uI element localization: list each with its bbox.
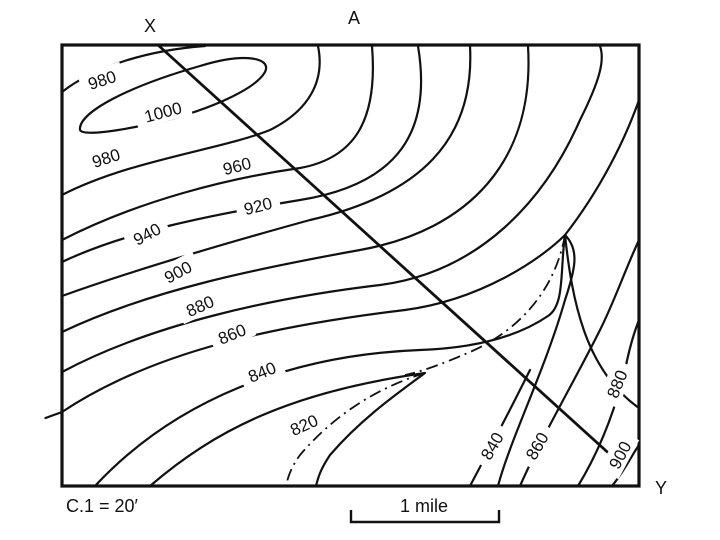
contour-900 <box>60 44 530 334</box>
point-y-label: Y <box>655 478 667 498</box>
point-x-label: X <box>144 16 156 36</box>
contour-980 <box>60 44 321 197</box>
contour-820 <box>148 371 427 488</box>
valley-line-south <box>285 372 426 487</box>
contour-labels: 980 1000 980 960 940 920 900 880 <box>77 61 640 480</box>
contour-860 <box>44 233 641 420</box>
contour-900b <box>610 443 641 488</box>
map-frame <box>60 43 641 488</box>
contour-920 <box>60 44 472 298</box>
valley-line-east <box>404 234 566 376</box>
contour-860-upper <box>563 98 641 237</box>
contour-interval-note: C.1 = 20′ <box>66 496 139 516</box>
scale-bar: 1 mile <box>349 496 501 524</box>
contour-880 <box>60 44 603 374</box>
contour-840 <box>93 233 567 488</box>
contour-960 <box>60 44 374 242</box>
scale-bar-label: 1 mile <box>400 496 448 516</box>
cross-section-line <box>157 43 626 470</box>
point-a-label: A <box>348 8 360 28</box>
contour-label-1000: 1000 <box>142 98 183 126</box>
